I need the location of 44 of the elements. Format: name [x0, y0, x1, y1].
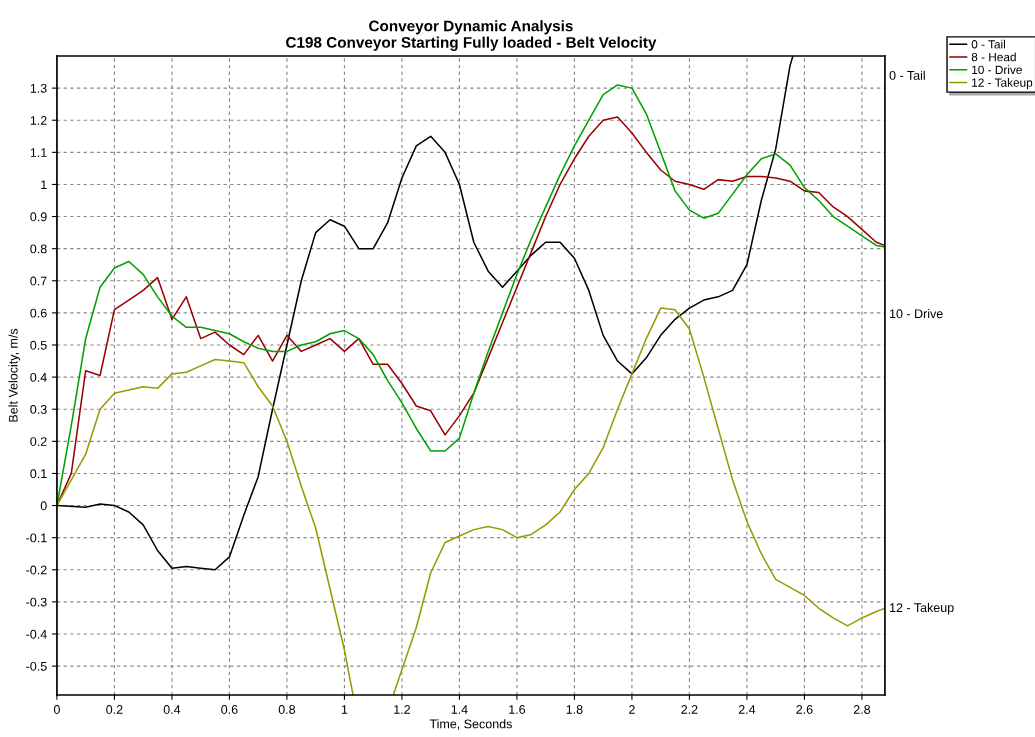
y-tick-label: 0.3 — [30, 405, 47, 414]
x-tick-label: 2.2 — [681, 705, 698, 714]
legend-label: 0 - Tail — [971, 39, 1005, 49]
legend-label: 12 - Takeup — [972, 78, 1033, 90]
y-axis-title: Belt Velocity, m/s — [8, 328, 21, 422]
y-tick-label: 0.6 — [30, 308, 47, 318]
text: 10 - Drive — [890, 308, 943, 319]
y-tick-label: 0.5 — [30, 340, 47, 350]
text: 0 - Tail — [889, 70, 925, 80]
y-tick-label: 0.9 — [30, 212, 47, 222]
y-tick-label: 0.4 — [30, 372, 47, 382]
y-tick-label: -0.4 — [26, 629, 47, 639]
y-tick-label: 1.2 — [30, 116, 47, 125]
x-tick-label: 1 — [341, 705, 348, 714]
x-tick-label: 0 — [53, 705, 60, 714]
x-axis-title: Time, Seconds — [429, 719, 512, 730]
x-tick-label: 1.2 — [394, 705, 410, 714]
x-tick-label: 2.8 — [853, 705, 871, 714]
x-tick-label: 1.6 — [509, 705, 526, 714]
y-tick-label: 0.8 — [30, 244, 47, 254]
y-tick-label: 0.7 — [30, 276, 47, 286]
chart-title: Conveyor Dynamic Analysis C198 Conveyor Starting Fully loaded - Belt Velocity — [286, 20, 657, 51]
y-tick-label: -0.3 — [26, 597, 47, 607]
x-tick-label: 2.6 — [796, 705, 813, 714]
y-tick-label: -0.5 — [26, 661, 47, 671]
x-tick-label: 0.8 — [278, 705, 296, 714]
y-tick-label: 0 — [40, 501, 47, 511]
x-tick-label: 2.4 — [738, 705, 756, 714]
y-tick-label: 1.1 — [30, 148, 47, 157]
y-tick-label: 1 — [41, 180, 47, 189]
x-tick-label: 0.2 — [106, 705, 123, 714]
y-tick-label: 0.2 — [30, 437, 47, 446]
text: 12 - Takeup — [890, 602, 954, 615]
x-tick-label: 1.4 — [451, 705, 468, 714]
x-tick-label: 1.8 — [566, 705, 583, 714]
y-tick-label: 1.3 — [30, 83, 47, 93]
y-tick-label: -0.2 — [26, 565, 47, 575]
y-tick-label: -0.1 — [26, 533, 47, 543]
legend-label: 8 - Head — [971, 52, 1016, 62]
x-tick-label: 2 — [629, 705, 635, 714]
y-tick-label: 0.1 — [30, 469, 47, 479]
legend-label: 10 - Drive — [972, 65, 1022, 75]
x-tick-label: 0.6 — [221, 705, 238, 714]
x-tick-label: 0.4 — [163, 705, 181, 714]
